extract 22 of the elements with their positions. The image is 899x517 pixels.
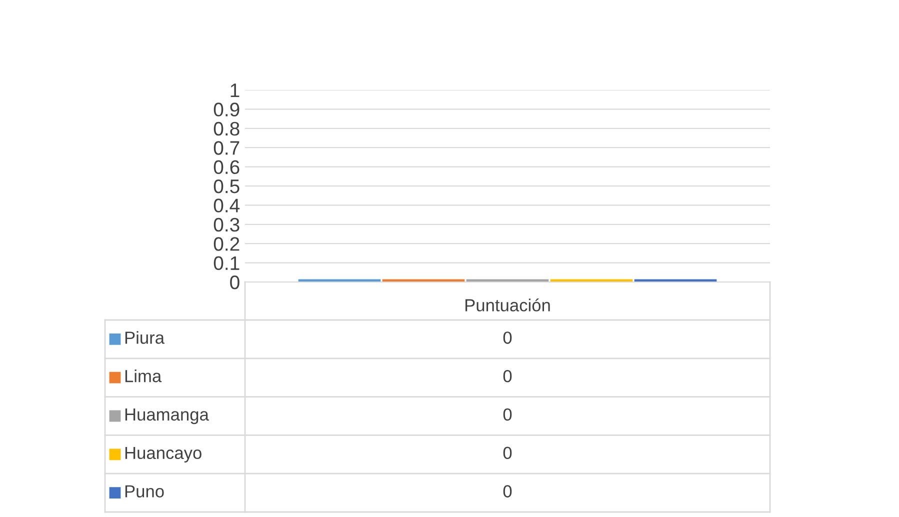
legend-label: Huancayo bbox=[125, 446, 202, 462]
y-tick-label: 0 bbox=[230, 275, 240, 290]
y-tick-label: 0.2 bbox=[214, 237, 240, 251]
text: 0 bbox=[503, 332, 512, 344]
y-tick-label: 0.3 bbox=[214, 218, 240, 232]
x-tick-label: Puntuación bbox=[465, 298, 550, 312]
y-tick-label: 0.6 bbox=[214, 160, 240, 174]
y-tick-label: 0.5 bbox=[214, 179, 240, 194]
legend-label: Lima bbox=[125, 370, 162, 382]
legend-label: Piura bbox=[125, 331, 165, 344]
legend-label: Puno bbox=[125, 485, 164, 498]
legend-label: Huamanga bbox=[125, 408, 209, 424]
y-tick-label: 1 bbox=[230, 84, 240, 98]
y-tick-label: 0.9 bbox=[214, 102, 240, 116]
y-tick-label: 0.4 bbox=[214, 198, 240, 212]
text: 0 bbox=[503, 408, 512, 421]
y-tick-label: 0.8 bbox=[214, 122, 240, 136]
y-tick-label: 0.7 bbox=[214, 141, 240, 155]
text: 0 bbox=[503, 446, 512, 460]
text: 0 bbox=[503, 370, 512, 382]
text: 0 bbox=[503, 485, 512, 498]
y-tick-label: 0.1 bbox=[214, 256, 240, 270]
